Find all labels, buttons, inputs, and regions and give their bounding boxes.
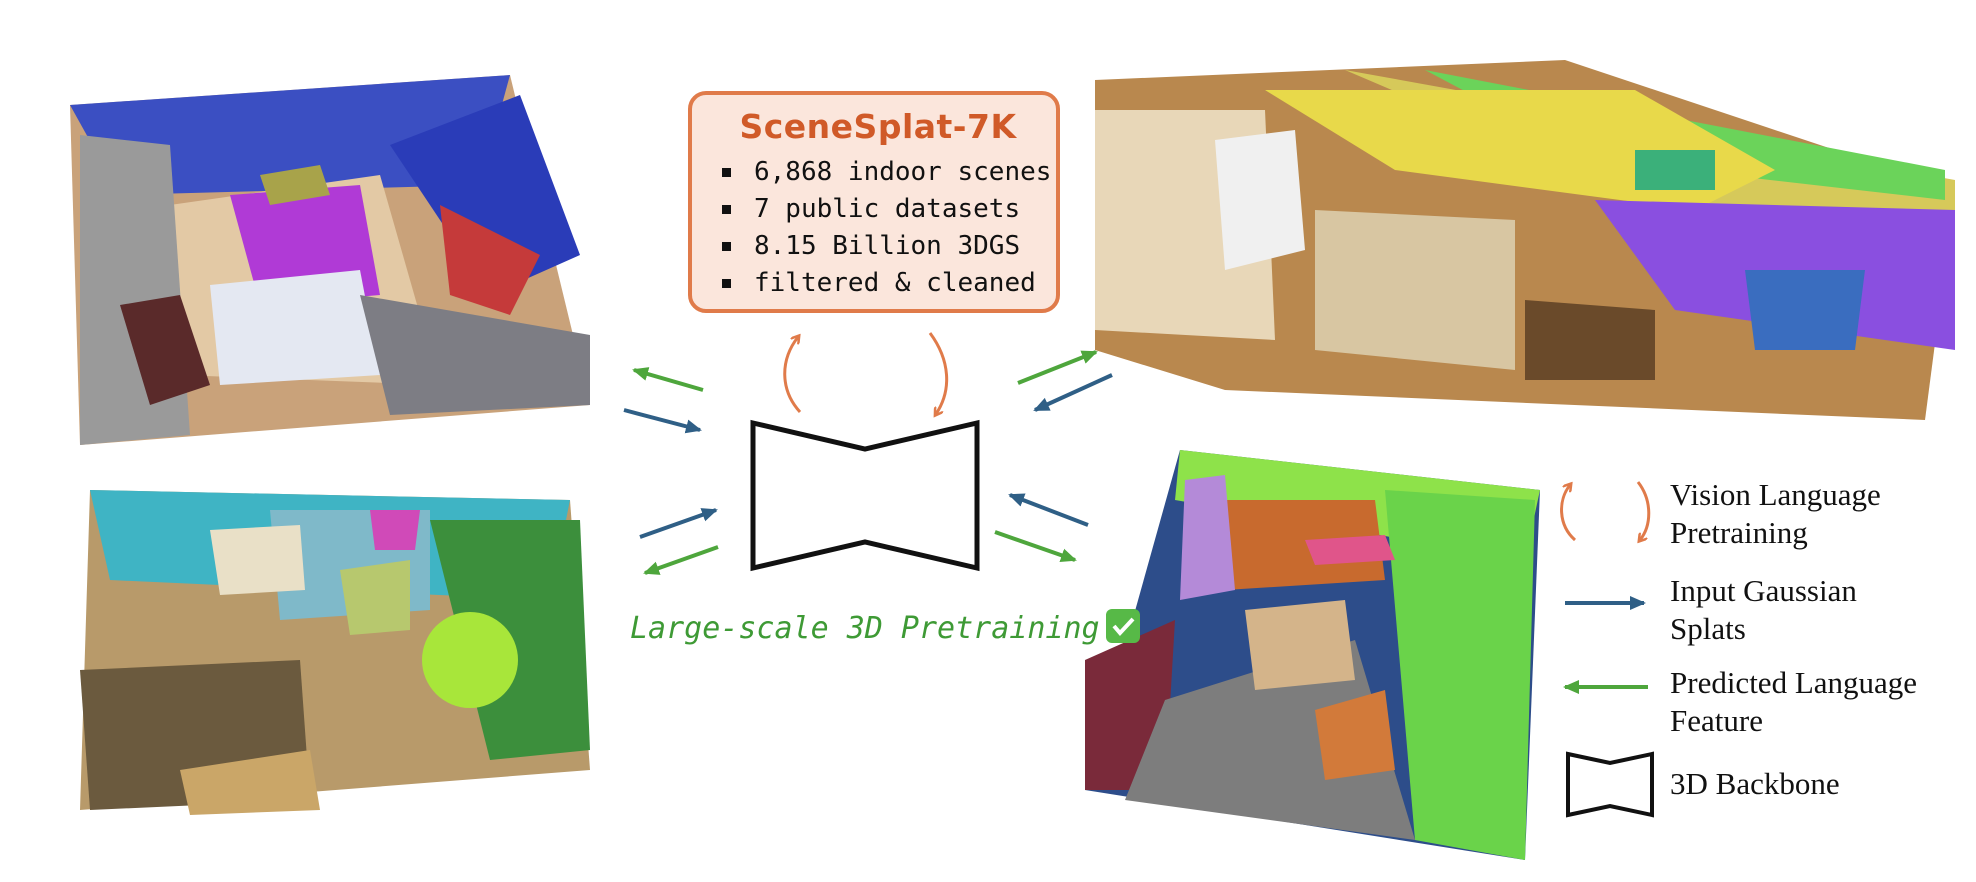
blue-arrow-icon	[1033, 373, 1113, 412]
green-arrow-icon	[994, 530, 1077, 562]
square-bullet-icon	[722, 242, 731, 251]
blue-arrow-icon	[1008, 493, 1089, 527]
legend-backbone-icon	[1566, 751, 1654, 818]
green-arrow-icon	[1017, 350, 1098, 385]
scene-bottom-right-render	[1085, 440, 1540, 870]
list-item: 6,868 indoor scenes	[720, 154, 1051, 191]
legend-input-splats-label: Input Gaussian Splats	[1670, 573, 1857, 646]
legend-backbone-label: 3D Backbone	[1670, 766, 1840, 801]
list-item: filtered & cleaned	[720, 265, 1036, 302]
legend-curved-arrow-down-icon	[1636, 481, 1651, 540]
list-item: 8.15 Billion 3DGS	[720, 228, 1036, 265]
square-bullet-icon	[722, 168, 731, 177]
square-bullet-icon	[722, 205, 731, 214]
backbone-shape	[750, 419, 980, 572]
green-arrow-icon	[643, 545, 719, 575]
legend-predicted-feature-label: Predicted Language Feature	[1670, 665, 1918, 738]
dataset-feature-list: 6,868 indoor scenes 7 public datasets 8.…	[720, 154, 1051, 302]
blue-arrow-icon	[639, 508, 718, 539]
dataset-info-box: SceneSplat-7K 6,868 indoor scenes 7 publ…	[688, 91, 1060, 313]
blue-arrow-icon	[623, 408, 702, 434]
square-bullet-icon	[722, 279, 731, 288]
legend-curved-arrow-up-icon	[1560, 485, 1577, 542]
pretraining-caption: Large-scale 3D Pretraining	[630, 605, 1140, 653]
curved-arrow-up-icon	[783, 337, 802, 414]
scene-top-left-render	[60, 55, 600, 455]
curved-arrow-down-icon	[928, 332, 949, 414]
list-item: 7 public datasets	[720, 191, 1036, 228]
scene-top-right-render	[1095, 50, 1965, 435]
legend-vision-language-label: Vision Language Pretraining	[1670, 477, 1881, 550]
checkmark-box-icon	[1105, 608, 1140, 643]
green-arrow-icon	[632, 367, 704, 392]
dataset-title: SceneSplat-7K	[739, 107, 1017, 146]
scene-bottom-left-render	[50, 470, 610, 830]
